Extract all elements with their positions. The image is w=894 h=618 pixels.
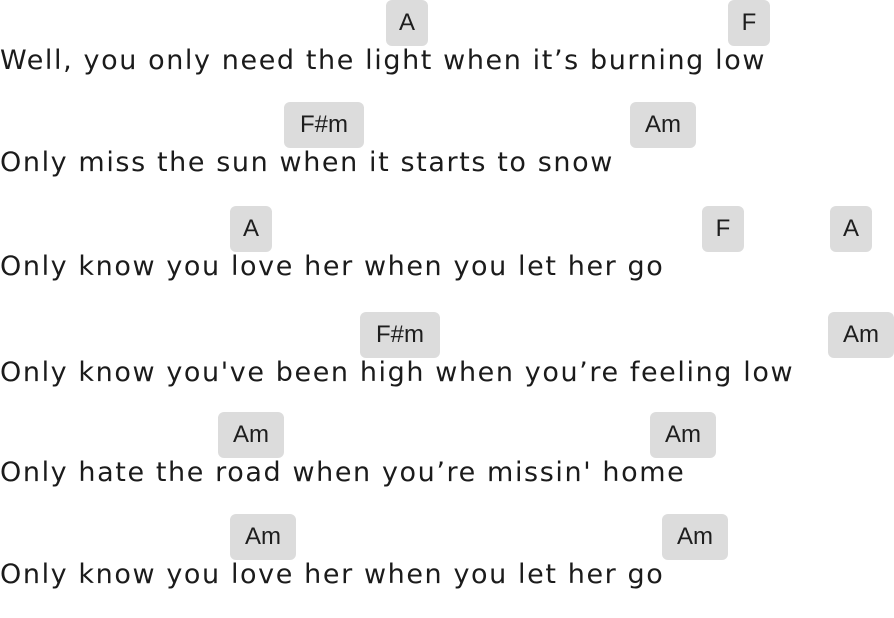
chord-tag[interactable]: Am [650, 412, 716, 458]
lyric-line: Only know you love her when you let her … [0, 559, 665, 590]
song-line: Am Am Only hate the road when you’re mis… [0, 412, 894, 516]
chord-tag[interactable]: A [386, 0, 428, 46]
lyric-line: Well, you only need the light when it’s … [0, 45, 766, 76]
chord-sheet: A F Well, you only need the light when i… [0, 0, 894, 590]
chord-tag[interactable]: Am [230, 514, 296, 560]
song-line: A F A Only know you love her when you le… [0, 206, 894, 310]
song-line: F#m Am Only know you've been high when y… [0, 312, 894, 416]
chord-tag[interactable]: F#m [284, 102, 364, 148]
chord-tag[interactable]: A [230, 206, 272, 252]
lyric-line: Only hate the road when you’re missin' h… [0, 457, 686, 488]
song-line: A F Well, you only need the light when i… [0, 0, 894, 104]
chord-tag[interactable]: F [728, 0, 770, 46]
chord-tag[interactable]: Am [828, 312, 894, 358]
lyric-line: Only know you've been high when you’re f… [0, 357, 795, 388]
chord-tag[interactable]: Am [630, 102, 696, 148]
chord-tag[interactable]: Am [218, 412, 284, 458]
song-line: Am Am Only know you love her when you le… [0, 514, 894, 618]
chord-tag[interactable]: F#m [360, 312, 440, 358]
lyric-line: Only know you love her when you let her … [0, 251, 665, 282]
chord-tag[interactable]: F [702, 206, 744, 252]
chord-tag[interactable]: A [830, 206, 872, 252]
chord-tag[interactable]: Am [662, 514, 728, 560]
lyric-line: Only miss the sun when it starts to snow [0, 147, 614, 178]
song-line: F#m Am Only miss the sun when it starts … [0, 102, 894, 206]
